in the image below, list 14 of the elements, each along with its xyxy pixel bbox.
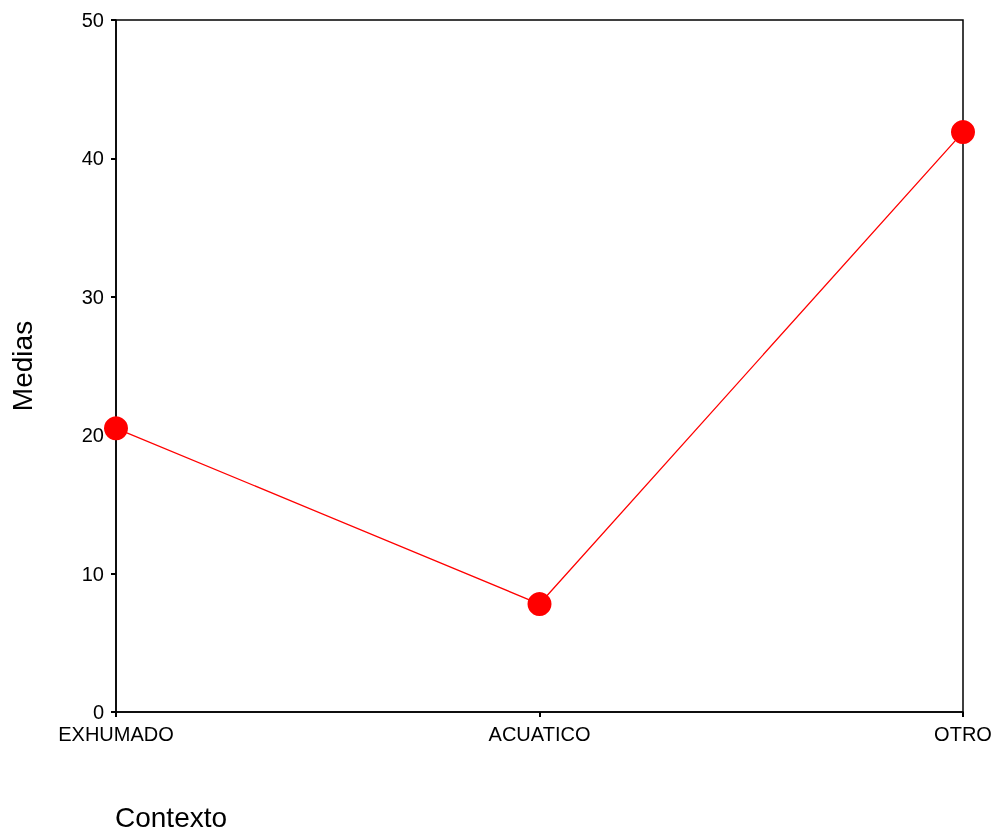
- y-tick-label: 20: [81, 424, 104, 447]
- point: [951, 120, 975, 145]
- x-tick-label: EXHUMADO: [58, 723, 174, 745]
- point: [527, 592, 552, 617]
- x-tick-label: ACUATICO: [488, 723, 591, 745]
- y-tick-label: 10: [81, 562, 104, 585]
- y-tick-label: 30: [81, 285, 104, 308]
- point: [104, 416, 128, 441]
- y-tick-label: 50: [81, 9, 104, 31]
- x-tick-label: OTRO: [934, 723, 992, 745]
- x-axis-title: Contexto: [115, 801, 228, 833]
- y-tick-label: 0: [92, 701, 104, 723]
- y-axis-title: Medias: [6, 320, 38, 412]
- y-tick-label: 40: [81, 147, 104, 170]
